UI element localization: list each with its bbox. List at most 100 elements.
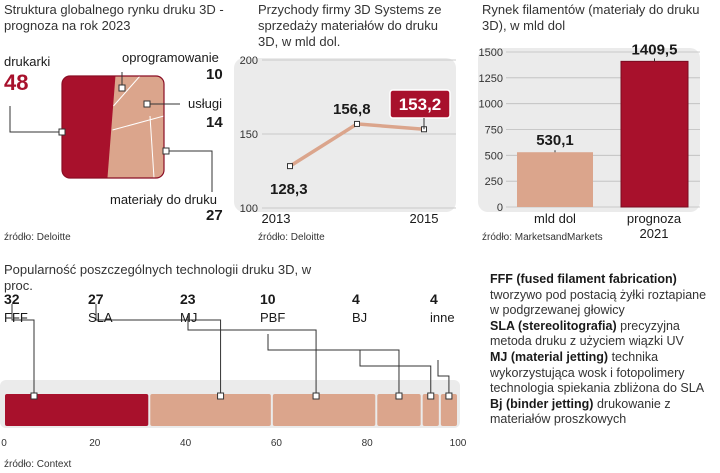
pie-callout-materialy [166,150,213,192]
glossary-desc: drukowanie z materiałów proszkowych [490,396,671,427]
glossary-desc: tworzywo pod postacią żyłki roztapiane w… [490,287,707,318]
bar-y-tick: 250 [485,176,503,188]
tech-category-label: inne [430,310,455,325]
pie-marker-materialy [162,147,170,155]
pie-slice-drukarki [62,76,116,178]
tech-callout [95,304,222,396]
tech-segment-sla [150,394,271,426]
pie-value-drukarki: 48 [4,70,29,95]
glossary-item: SLA (stereolitografia) precyzyjna metoda… [490,319,718,350]
pie-slice-materialy [149,115,155,178]
tech-value-label: 27 [88,291,104,307]
tech-source: źródło: Context [4,459,72,470]
glossary-desc: technika wykorzystująca wosk i fotopolim… [490,349,705,396]
glossary-term: MJ (material jetting) [490,349,609,364]
pie-marker-uslugi [143,100,151,108]
bar-title: Rynek filamentów (materiały do druku 3D)… [482,2,700,33]
tech-marker [312,392,320,400]
pie-slice-uslugi [112,115,164,131]
pie-marker-drukarki [58,128,66,136]
line-y-tick: 150 [240,129,258,141]
tech-x-tick: 80 [362,438,374,449]
tech-segment-bj [422,394,439,426]
tech-marker [427,392,435,400]
tech-marker [217,392,225,400]
glossary-term: SLA (stereolitografia) [490,318,617,333]
line-point [354,120,360,127]
bar-category-label: mld dol [534,211,576,226]
line-x-tick: 2013 [262,211,291,226]
line-title: Przychody firmy 3D Systems ze sprzedaży … [258,2,442,49]
bar-category-label: 2021 [640,226,669,241]
pie-value-materialy: 27 [206,207,223,224]
line-value-label: 153,2 [399,95,442,114]
tech-value-label: 23 [180,291,196,307]
tech-x-tick: 20 [89,438,101,449]
tech-x-tick: 40 [180,438,192,449]
tech-title: Popularność poszczególnych technologii d… [4,262,312,293]
pie-value-uslugi: 14 [206,114,223,131]
glossary: FFF (fused filament fabrication) tworzyw… [490,272,718,428]
tech-x-tick: 0 [1,438,7,449]
tech-x-tick: 100 [450,438,467,449]
pie-body [62,76,164,178]
pie-value-oprogramowanie: 10 [206,66,223,83]
tech-marker [445,392,453,400]
tech-callout [267,334,400,396]
bar-y-tick: 1000 [479,99,503,111]
bar-value-label: 530,1 [536,132,574,149]
pie-label-uslugi: usługi [188,96,222,111]
line-x-tick: 2015 [410,211,439,226]
bar-y-tick: 0 [497,202,503,214]
tech-category-label: FFF [4,310,28,325]
tech-category-label: PBF [260,310,285,325]
tech-segment-mj [272,394,376,426]
tech-callout [437,360,450,396]
glossary-item: Bj (binder jetting) drukowanie z materia… [490,397,718,428]
tech-callout [187,314,317,396]
pie-callout-drukarki [9,106,62,133]
tech-value-label: 10 [260,291,276,307]
bar-y-tick: 1500 [479,47,503,59]
line-value-label: 128,3 [270,181,308,198]
bar-value-label: 1409,5 [632,41,678,58]
line-y-tick: 100 [240,203,258,215]
tech-marker [395,392,403,400]
line-chart-panel [234,58,456,212]
tech-callout [359,350,432,396]
tech-segment-inne [440,394,457,426]
tech-segment-pbf [377,394,421,426]
bar-y-tick: 1250 [479,73,503,85]
glossary-item: MJ (material jetting) technika wykorzyst… [490,350,718,397]
bar-source: źródło: MarketsandMarkets [482,232,603,243]
line-source: źródło: Deloitte [258,232,325,243]
pie-label-drukarki: drukarki [4,54,51,69]
tech-value-label: 4 [430,291,438,307]
glossary-term: Bj (binder jetting) [490,396,594,411]
bar-0 [517,152,593,207]
pie-label-materialy: materiały do druku [110,192,217,207]
pie-label-oprogramowanie: oprogramowanie [122,50,219,65]
tech-value-label: 4 [352,291,360,307]
tech-x-tick: 60 [271,438,283,449]
tech-category-label: MJ [180,310,197,325]
pie-title: Struktura globalnego rynku druku 3D - pr… [4,2,224,33]
pie-slice-oprogramowanie [113,76,141,107]
tech-marker [30,392,38,400]
bar-category-label: prognoza [627,211,682,226]
bar-y-tick: 750 [485,125,503,137]
tech-category-label: SLA [88,310,113,325]
glossary-desc: precyzyjna metoda druku z użyciem wiązki… [490,318,684,349]
pie-source: źródło: Deloitte [4,232,71,243]
tech-callout [11,304,35,396]
pie-border [61,75,165,179]
bar-y-tick: 500 [485,150,503,162]
line-value-label: 156,8 [333,101,371,118]
bar-1 [620,60,689,208]
glossary-item: FFF (fused filament fabrication) tworzyw… [490,272,718,319]
tech-value-label: 32 [4,291,20,307]
line-highlight-box [389,89,451,119]
tech-category-label: BJ [352,310,367,325]
line-y-tick: 200 [240,55,258,67]
